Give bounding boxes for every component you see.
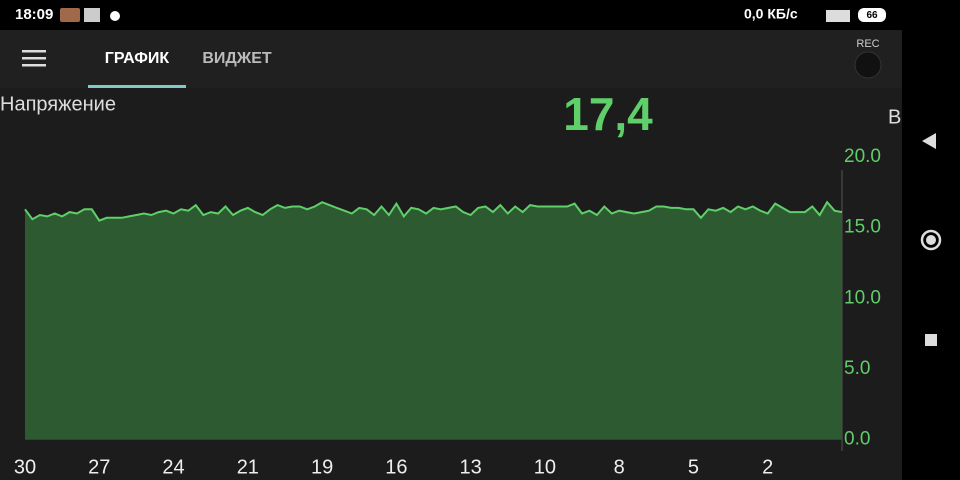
tab[interactable]: ГРАФИК — [105, 50, 170, 67]
x-tick-label: 13 — [460, 456, 482, 478]
x-tick-label: 16 — [385, 456, 407, 478]
menu-line — [22, 64, 46, 67]
app-bar — [0, 30, 902, 88]
battery-icon — [858, 8, 886, 22]
menu-button[interactable] — [22, 50, 46, 67]
x-tick-label: 8 — [614, 456, 625, 478]
current-reading: 17,4 — [563, 88, 653, 140]
area — [25, 202, 842, 440]
nav-home[interactable] — [920, 229, 942, 251]
y-tick-label: 0.0 — [844, 429, 870, 450]
x-tick-label: 30 — [14, 456, 36, 478]
status-bar — [0, 0, 902, 30]
signal-icon — [826, 10, 850, 22]
y-tick-label: 15.0 — [844, 217, 881, 238]
menu-line — [22, 57, 46, 60]
y-tick-label: 10.0 — [844, 287, 881, 308]
x-tick-label: 10 — [534, 456, 556, 478]
x-tick-label: 5 — [688, 456, 699, 478]
battery-level: 66 — [866, 10, 878, 21]
x-tick-label: 27 — [88, 456, 110, 478]
rec-label: REC — [856, 38, 879, 50]
plot: 0.0 5.0 10.0 15.0 20.0 30 27 24 21 19 16 13 10 8 5 2 — [14, 146, 881, 478]
chart-title: Напряжение — [0, 93, 116, 115]
x-tick-label: 19 — [311, 456, 333, 478]
rec-button[interactable] — [854, 51, 882, 79]
status-icon — [110, 11, 120, 21]
line — [24, 200, 843, 222]
x-tick-label: 24 — [162, 456, 184, 478]
nav-home-dot — [926, 235, 936, 245]
x-tick-label: 2 — [762, 456, 773, 478]
status-time: 18:09 — [15, 6, 53, 23]
x-tick-label: 21 — [237, 456, 259, 478]
menu-line — [22, 50, 46, 53]
unit: В — [888, 106, 901, 128]
status-icon — [60, 8, 80, 22]
network-speed: 0,0 КБ/с — [744, 6, 798, 22]
nav-recent[interactable] — [925, 334, 937, 346]
y-tick-label: 20.0 — [844, 146, 881, 167]
y-tick-label: 5.0 — [844, 358, 870, 379]
tab[interactable]: ВИДЖЕТ — [202, 50, 272, 67]
tab-indicator — [88, 85, 186, 88]
status-icon — [84, 8, 100, 22]
nav-back[interactable] — [922, 133, 936, 149]
